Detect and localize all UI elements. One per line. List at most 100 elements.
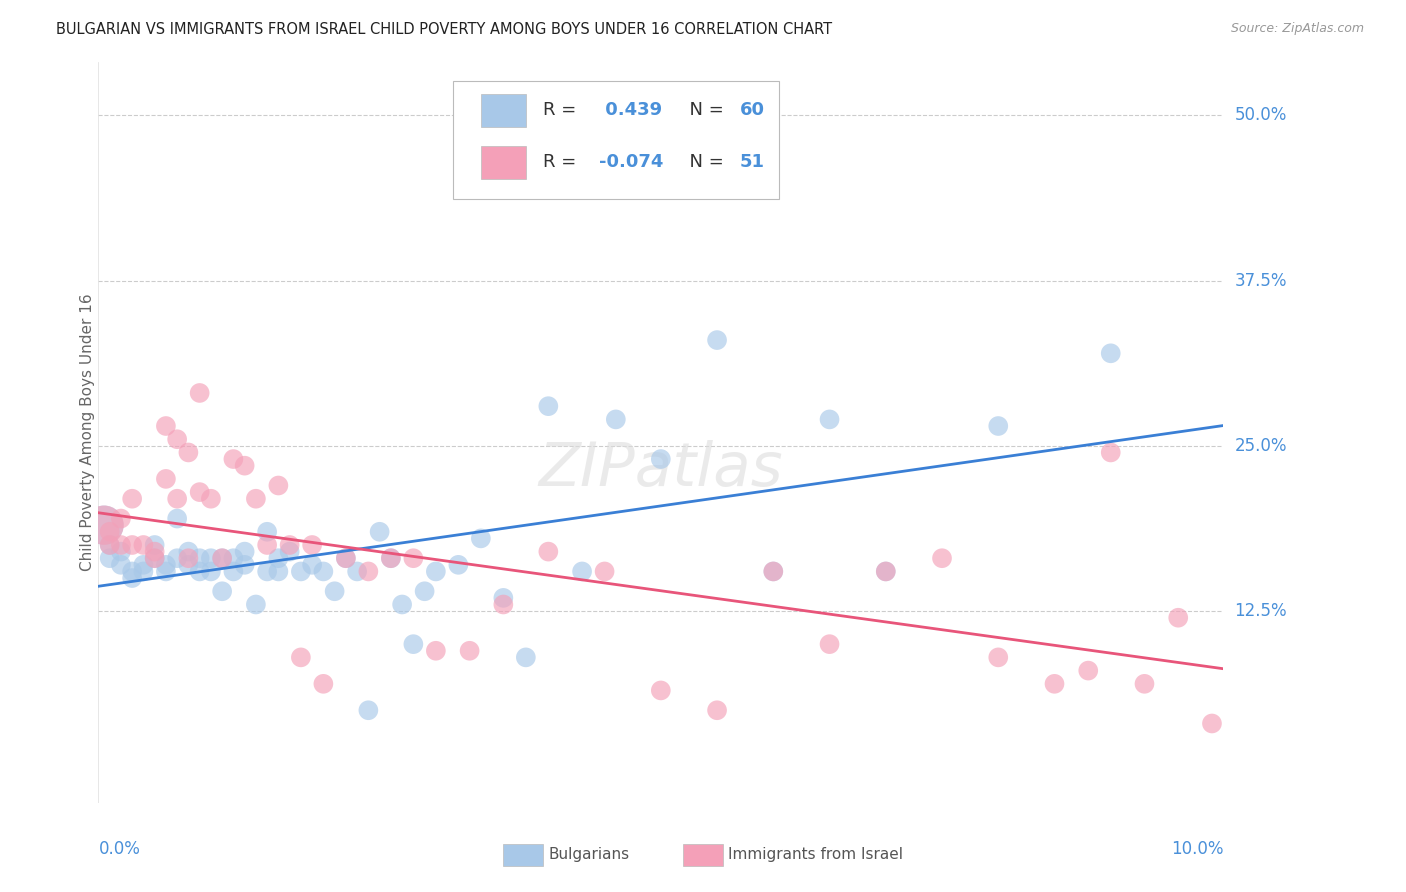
Text: Immigrants from Israel: Immigrants from Israel bbox=[728, 847, 903, 863]
Point bbox=[132, 565, 155, 579]
Point bbox=[278, 544, 301, 558]
Point bbox=[278, 538, 301, 552]
Point bbox=[1099, 346, 1122, 360]
Text: Source: ZipAtlas.com: Source: ZipAtlas.com bbox=[1230, 22, 1364, 36]
Point bbox=[155, 472, 177, 486]
Point bbox=[537, 544, 560, 558]
Point bbox=[492, 598, 515, 612]
Point bbox=[425, 565, 447, 579]
Point bbox=[987, 650, 1010, 665]
Point bbox=[121, 565, 143, 579]
Point bbox=[515, 650, 537, 665]
Point bbox=[245, 491, 267, 506]
Point bbox=[1099, 445, 1122, 459]
Point bbox=[188, 551, 211, 566]
Y-axis label: Child Poverty Among Boys Under 16: Child Poverty Among Boys Under 16 bbox=[80, 293, 94, 572]
Point bbox=[132, 538, 155, 552]
Point bbox=[402, 551, 425, 566]
Point bbox=[470, 532, 492, 546]
Point bbox=[143, 551, 166, 566]
Point bbox=[98, 524, 121, 539]
Point bbox=[301, 538, 323, 552]
Text: 60: 60 bbox=[740, 101, 765, 120]
Point bbox=[1077, 664, 1099, 678]
Text: 25.0%: 25.0% bbox=[1234, 437, 1286, 455]
Text: 37.5%: 37.5% bbox=[1234, 271, 1286, 290]
Point bbox=[177, 544, 200, 558]
Point bbox=[323, 584, 346, 599]
FancyBboxPatch shape bbox=[481, 94, 526, 127]
FancyBboxPatch shape bbox=[503, 844, 543, 866]
Point bbox=[143, 538, 166, 552]
Point bbox=[267, 551, 290, 566]
Point bbox=[267, 565, 290, 579]
Point bbox=[413, 584, 436, 599]
Point bbox=[155, 558, 177, 572]
Point bbox=[132, 558, 155, 572]
Point bbox=[380, 551, 402, 566]
Point bbox=[222, 551, 245, 566]
Point bbox=[211, 551, 233, 566]
Text: 50.0%: 50.0% bbox=[1234, 106, 1286, 124]
Point bbox=[245, 598, 267, 612]
Point bbox=[110, 558, 132, 572]
Point bbox=[346, 565, 368, 579]
Point bbox=[312, 677, 335, 691]
Point bbox=[166, 551, 188, 566]
Point bbox=[110, 538, 132, 552]
Point bbox=[200, 565, 222, 579]
Text: -0.074: -0.074 bbox=[599, 153, 664, 171]
FancyBboxPatch shape bbox=[683, 844, 723, 866]
Text: R =: R = bbox=[543, 153, 582, 171]
Point bbox=[931, 551, 953, 566]
Point bbox=[93, 518, 115, 533]
Point bbox=[121, 491, 143, 506]
Point bbox=[166, 432, 188, 446]
Point bbox=[166, 491, 188, 506]
Point bbox=[256, 565, 278, 579]
Point bbox=[290, 565, 312, 579]
Point bbox=[605, 412, 627, 426]
Point bbox=[177, 445, 200, 459]
Point bbox=[818, 637, 841, 651]
Text: 0.0%: 0.0% bbox=[98, 840, 141, 858]
Point bbox=[110, 544, 132, 558]
Point bbox=[335, 551, 357, 566]
Point bbox=[211, 584, 233, 599]
Point bbox=[267, 478, 290, 492]
Point bbox=[492, 591, 515, 605]
Point bbox=[762, 565, 785, 579]
Point bbox=[256, 538, 278, 552]
Point bbox=[121, 538, 143, 552]
Point bbox=[650, 683, 672, 698]
Point bbox=[425, 644, 447, 658]
Point bbox=[706, 333, 728, 347]
Point bbox=[143, 544, 166, 558]
Point bbox=[368, 524, 391, 539]
Point bbox=[143, 551, 166, 566]
Point bbox=[447, 558, 470, 572]
Point bbox=[233, 544, 256, 558]
Point bbox=[200, 551, 222, 566]
Text: 0.439: 0.439 bbox=[599, 101, 662, 120]
Point bbox=[706, 703, 728, 717]
Point bbox=[762, 565, 785, 579]
Point bbox=[818, 412, 841, 426]
Point bbox=[402, 637, 425, 651]
Point bbox=[357, 703, 380, 717]
Text: 10.0%: 10.0% bbox=[1171, 840, 1223, 858]
Point bbox=[1133, 677, 1156, 691]
Point bbox=[875, 565, 897, 579]
Point bbox=[1043, 677, 1066, 691]
Point bbox=[1167, 611, 1189, 625]
Point bbox=[177, 558, 200, 572]
Point bbox=[121, 571, 143, 585]
Point bbox=[357, 565, 380, 579]
Text: R =: R = bbox=[543, 101, 582, 120]
Point bbox=[571, 565, 593, 579]
Point bbox=[312, 565, 335, 579]
Point bbox=[177, 551, 200, 566]
Text: N =: N = bbox=[678, 101, 730, 120]
FancyBboxPatch shape bbox=[481, 145, 526, 179]
Text: N =: N = bbox=[678, 153, 730, 171]
